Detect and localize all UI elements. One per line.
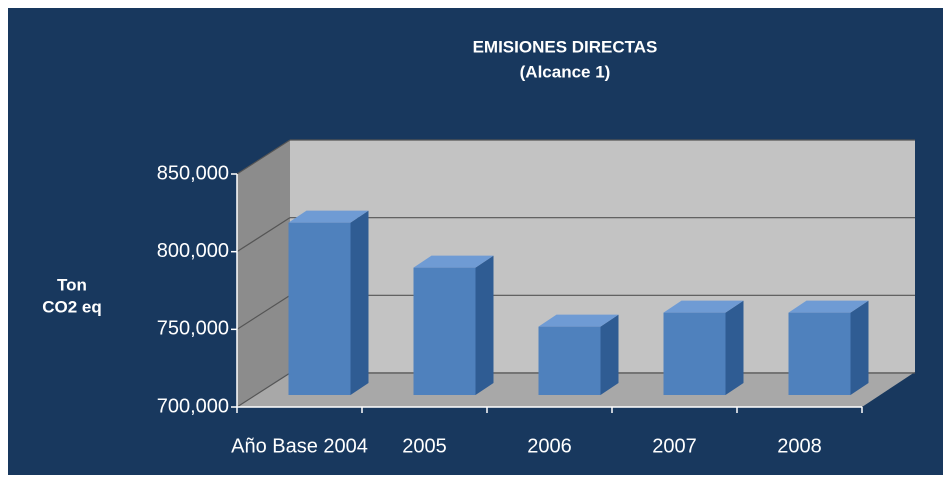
side-wall: [237, 140, 290, 407]
bar-side: [350, 210, 369, 395]
grid-line: [236, 372, 291, 408]
bar-top: [288, 210, 369, 223]
bar-front: [663, 312, 726, 395]
bar-side: [600, 314, 619, 395]
grid-line: [236, 294, 291, 330]
bar-side: [475, 255, 494, 395]
bar-front: [538, 326, 601, 395]
bar-front: [288, 222, 351, 395]
y-axis-label: Ton: [57, 275, 87, 294]
y-axis-label: CO2 eq: [42, 297, 102, 316]
x-tick-label: Año Base 2004: [231, 435, 368, 457]
chart-subtitle: (Alcance 1): [520, 62, 611, 81]
bar: [788, 300, 869, 395]
bar-side: [850, 300, 869, 395]
y-tick-label: 750,000: [157, 318, 229, 340]
y-tick-label: 800,000: [157, 240, 229, 262]
bar-front: [788, 312, 851, 395]
x-tick-label: 2006: [527, 435, 572, 457]
bar: [288, 210, 369, 395]
x-tick-label: 2008: [777, 435, 822, 457]
y-tick-label: 700,000: [157, 395, 229, 417]
bar-top: [788, 300, 869, 313]
bar-top: [538, 314, 619, 327]
x-tick-label: 2005: [402, 435, 447, 457]
grid-line: [236, 217, 291, 253]
y-tick-label: 850,000: [157, 162, 229, 184]
bar: [413, 255, 494, 395]
bar: [538, 314, 619, 395]
bar-top: [413, 255, 494, 268]
bar: [663, 300, 744, 395]
bar-front: [413, 267, 476, 395]
grid-line: [236, 139, 291, 175]
x-tick-label: 2007: [652, 435, 697, 457]
chart-title: EMISIONES DIRECTAS: [473, 37, 658, 56]
bar-top: [663, 300, 744, 313]
bar-side: [725, 300, 744, 395]
